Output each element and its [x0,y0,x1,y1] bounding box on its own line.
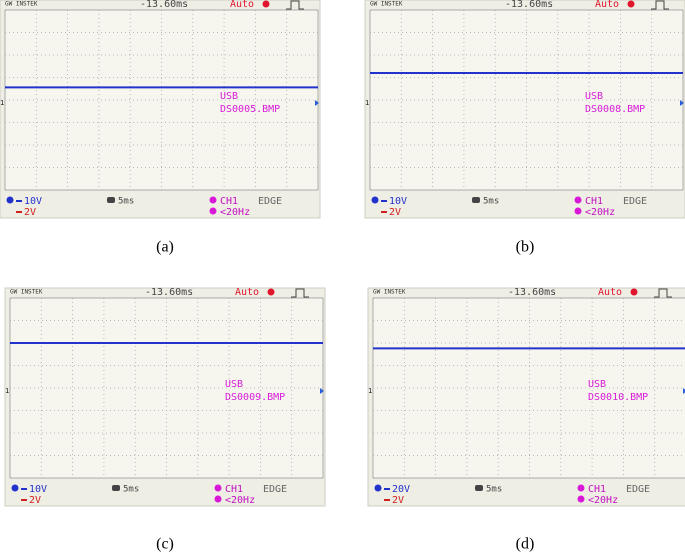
edge-icon [654,288,672,298]
edge-icon [286,0,304,10]
file-name: DS0010.BMP [588,392,648,403]
ch2-scale: 2V [24,207,36,218]
trigger-icon [577,484,585,492]
usb-label: USB [588,379,606,390]
timebase-icon [475,485,483,491]
frequency: <20Hz [220,207,250,218]
trigger-level-marker [320,388,324,394]
trigger-type: EDGE [263,484,287,495]
time-offset: -13.60ms [505,0,553,10]
time-scale: 5ms [486,485,502,495]
trigger-mode: Auto [595,0,619,10]
trigger-status-icon [627,0,635,8]
file-name: DS0009.BMP [225,392,285,403]
ch1-icon [6,196,14,204]
ch1-icon [374,484,382,492]
trigger-status-icon [267,288,275,296]
scope-screen: 1 GW INSTEK -13.60ms Auto USB DS0005.BMP 10V2V… [0,0,321,219]
trigger-status-icon [262,0,270,8]
channel-marker: 1 [365,99,369,107]
ch2-scale: 2V [392,495,404,506]
time-scale: 5ms [123,485,139,495]
caption: (b) [516,239,535,256]
ch1-scale: 10V [29,484,47,495]
trigger-status-icon [630,288,638,296]
ch1-scale: 10V [389,196,407,207]
brand: GW INSTEK [5,1,38,8]
ch2-scale: 2V [389,207,401,218]
channel-marker: 1 [0,99,4,107]
frequency: <20Hz [588,495,618,506]
trigger-icon [209,196,217,204]
trigger-mode: Auto [598,287,622,298]
brand: GW INSTEK [373,289,406,296]
time-scale: 5ms [483,197,499,207]
caption: (a) [156,239,174,256]
time-offset: -13.60ms [508,287,556,298]
trigger-mode: Auto [235,287,259,298]
usb-label: USB [220,91,238,102]
ch1-icon [11,484,19,492]
trigger-level-marker [680,100,684,106]
trigger-source: CH1 [220,196,238,207]
freq-icon [577,495,585,503]
timebase-icon [472,197,480,203]
ch1-icon [371,196,379,204]
caption: (c) [156,536,174,552]
freq-icon [214,495,222,503]
trigger-level-marker [315,100,319,106]
scope-screen: 1 GW INSTEK -13.60ms Auto USB DS0010.BMP 20V2V… [367,287,685,507]
time-scale: 5ms [118,197,134,207]
scope-screen: 1 GW INSTEK -13.60ms Auto USB DS0009.BMP 10V2V… [4,287,326,507]
timebase-icon [112,485,120,491]
brand: GW INSTEK [370,1,403,8]
freq-icon [574,207,582,215]
trigger-type: EDGE [623,196,647,207]
file-name: DS0005.BMP [220,104,280,115]
file-name: DS0008.BMP [585,104,645,115]
frequency: <20Hz [225,495,255,506]
trigger-type: EDGE [626,484,650,495]
ch2-scale: 2V [29,495,41,506]
channel-marker: 1 [5,387,9,395]
trigger-source: CH1 [588,484,606,495]
time-offset: -13.60ms [140,0,188,10]
edge-icon [291,288,309,298]
scope-screen: 1 GW INSTEK -13.60ms Auto USB DS0008.BMP 10V2V… [364,0,685,219]
trigger-icon [574,196,582,204]
brand: GW INSTEK [10,289,43,296]
trigger-source: CH1 [225,484,243,495]
usb-label: USB [585,91,603,102]
time-offset: -13.60ms [145,287,193,298]
channel-marker: 1 [368,387,372,395]
timebase-icon [107,197,115,203]
freq-icon [209,207,217,215]
frequency: <20Hz [585,207,615,218]
trigger-icon [214,484,222,492]
ch1-scale: 10V [24,196,42,207]
caption: (d) [516,536,535,552]
trigger-type: EDGE [258,196,282,207]
trigger-mode: Auto [230,0,254,10]
edge-icon [651,0,669,10]
usb-label: USB [225,379,243,390]
trigger-source: CH1 [585,196,603,207]
ch1-scale: 20V [392,484,410,495]
